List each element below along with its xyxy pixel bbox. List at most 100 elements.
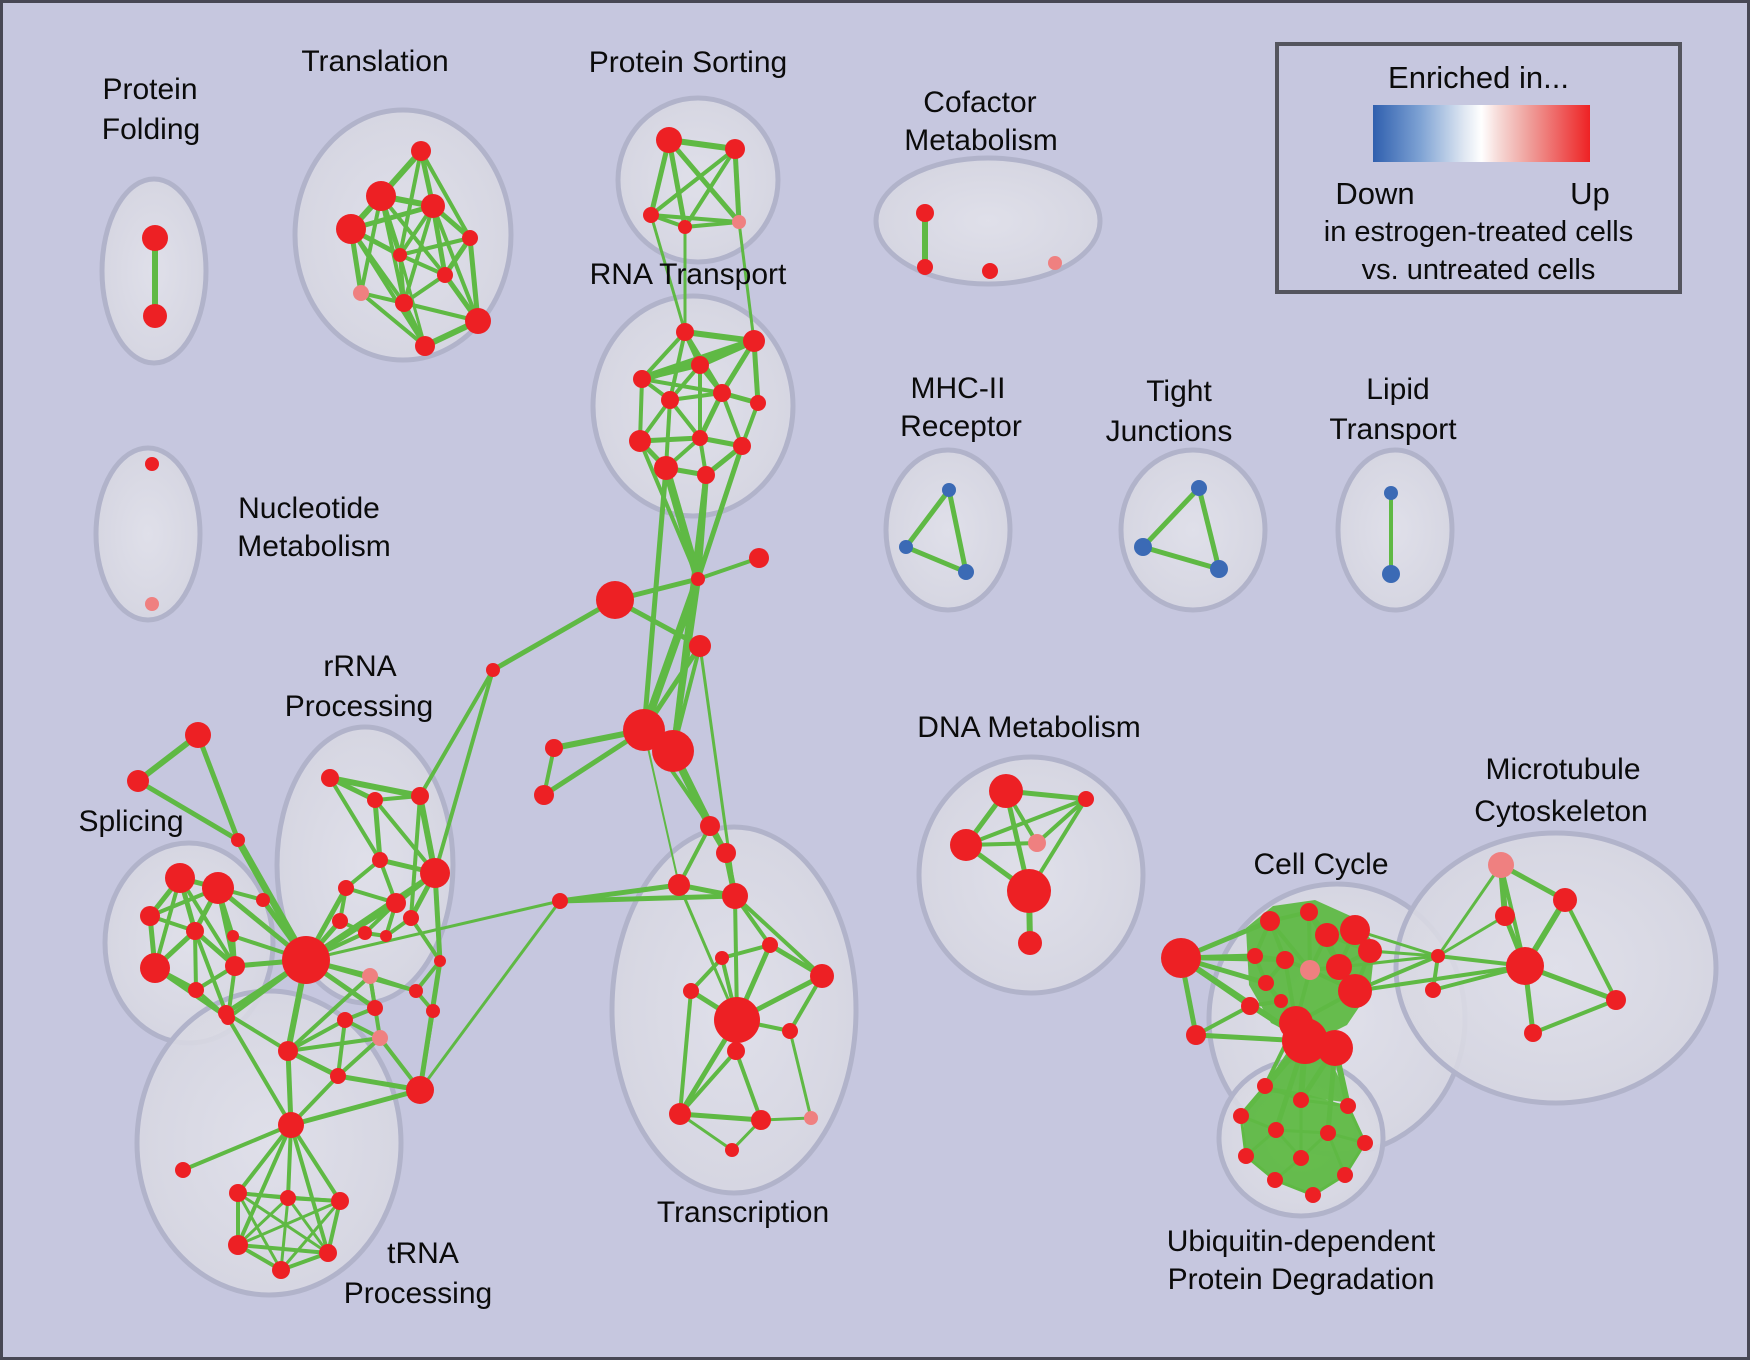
node-y4	[1340, 915, 1370, 945]
node-x5	[762, 937, 778, 953]
edge-T4-T6	[236, 1196, 290, 1247]
node-d1	[989, 774, 1023, 808]
cluster-label-protein-folding-1: Folding	[102, 113, 200, 146]
edge-m2-x4	[559, 893, 736, 904]
node-tj3	[1210, 560, 1228, 578]
node-y2	[1300, 903, 1318, 921]
legend-up-label: Up	[1570, 176, 1610, 211]
cluster-label-dna-metabolism-0: DNA Metabolism	[917, 711, 1140, 744]
node-j1	[1431, 949, 1445, 963]
cluster-ellipses-layer	[93, 95, 1719, 1298]
cluster-label-mhc-ii-receptor-1: Receptor	[900, 410, 1022, 443]
node-x9	[714, 997, 760, 1043]
node-h3	[958, 564, 974, 580]
edge-M9-M2	[336, 1019, 347, 1077]
edge-R3-R5	[372, 799, 383, 861]
node-R9	[332, 913, 348, 929]
edge-m1-c3	[491, 597, 617, 673]
node-t9	[395, 294, 413, 312]
node-r4	[691, 356, 709, 374]
edge-r6-r10	[720, 392, 744, 447]
node-cf4	[1048, 256, 1062, 270]
node-ps5	[732, 215, 746, 229]
node-tj1	[1191, 480, 1207, 496]
node-R3	[367, 792, 383, 808]
edge-T3-T7	[237, 1191, 329, 1255]
cluster-label-trna-processing-1: Processing	[344, 1277, 492, 1310]
node-R2	[321, 769, 339, 787]
node-r5	[661, 391, 679, 409]
node-u10	[1267, 1172, 1283, 1188]
node-t6	[393, 248, 407, 262]
edge-ps2-ps5	[732, 148, 742, 223]
cluster-label-mhc-ii-receptor-0: MHC-II	[911, 372, 1006, 405]
edge-mt6-mt7	[1532, 998, 1617, 1035]
node-R6	[338, 880, 354, 896]
cluster-label-ubiquitin-degradation-0: Ubiquitin-dependent	[1167, 1225, 1436, 1258]
edge-t6-t7	[399, 253, 446, 277]
node-t2	[366, 181, 396, 211]
edge-r10-c1	[695, 445, 745, 580]
node-t5	[462, 230, 478, 246]
node-mt2	[1553, 888, 1577, 912]
edge-T5-T8	[279, 1200, 342, 1271]
edge-j1-mt3	[1437, 914, 1506, 958]
cluster-rna-transport-ellipse	[590, 293, 796, 519]
cluster-label-protein-folding-0: Protein	[102, 73, 197, 106]
node-u2	[1293, 1092, 1309, 1108]
node-R1	[282, 936, 330, 984]
edge-x7-x12	[678, 990, 693, 1115]
cluster-label-nucleotide-metabolism-1: Metabolism	[237, 530, 390, 563]
edge-x1-x3	[677, 825, 712, 886]
legend-title: Enriched in...	[1388, 60, 1569, 95]
node-x10	[727, 1042, 745, 1060]
edge-x12-x13	[679, 1111, 762, 1123]
edge-c5-x3	[643, 729, 680, 886]
edge-T1-T6	[236, 1124, 293, 1246]
edge-ps2-ps4	[683, 147, 737, 229]
node-s3	[140, 906, 160, 926]
edge-x10-x13	[734, 1050, 763, 1121]
node-cf3	[982, 263, 998, 279]
node-c3	[596, 581, 634, 619]
node-u1	[1257, 1078, 1273, 1094]
edge-t3-t10	[431, 205, 480, 322]
node-r2	[743, 330, 765, 352]
node-lp2	[1382, 565, 1400, 583]
node-u3	[1340, 1098, 1356, 1114]
node-t11	[415, 336, 435, 356]
legend-subtitle-line1: in estrogen-treated cells	[1323, 216, 1634, 248]
node-y15	[1186, 1025, 1206, 1045]
edge-T4-T7	[286, 1197, 330, 1254]
node-x11	[782, 1023, 798, 1039]
edge-h1-h3	[946, 489, 969, 573]
node-M1	[278, 1041, 298, 1061]
edge-M2-M5	[336, 1036, 382, 1078]
node-m1	[486, 663, 500, 677]
edge-M1-M9	[287, 1018, 346, 1053]
edge-R2-R5	[328, 776, 382, 862]
edge-y1-y7	[1268, 919, 1312, 972]
node-c8	[534, 785, 554, 805]
node-x4	[722, 883, 748, 909]
edge-r11-c1	[662, 466, 702, 581]
node-T5	[331, 1192, 349, 1210]
node-tj2	[1134, 538, 1152, 556]
cluster-label-nucleotide-metabolism-0: Nucleotide	[238, 492, 380, 525]
edge-T1-T2	[182, 1123, 292, 1172]
edge-M3-M1	[224, 1011, 290, 1053]
node-y17	[1317, 1030, 1353, 1066]
edge-R12-M1	[286, 974, 372, 1053]
cluster-label-cell-cycle-0: Cell Cycle	[1253, 848, 1388, 881]
ubiquitin-edge-mass	[1243, 1086, 1365, 1195]
edge-r1-r3	[640, 330, 687, 381]
cluster-cofactor-metabolism-ellipse	[873, 155, 1103, 287]
node-mt6	[1606, 990, 1626, 1010]
node-g3	[231, 833, 245, 847]
node-T2	[175, 1162, 191, 1178]
edge-ps3-r1	[649, 214, 687, 333]
node-y1	[1260, 911, 1280, 931]
node-x14	[804, 1111, 818, 1125]
edge-R12-R16	[369, 974, 417, 993]
node-u5	[1268, 1122, 1284, 1138]
